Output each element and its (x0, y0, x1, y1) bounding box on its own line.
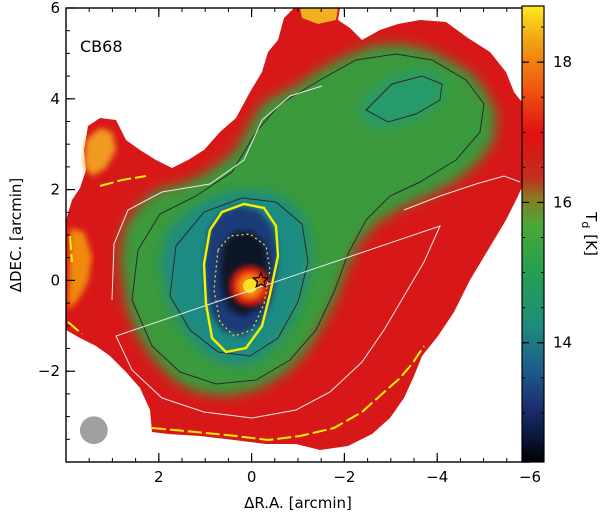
map-region-hot-left (68, 228, 92, 310)
colorbar-label-subscript: d (579, 221, 592, 228)
svg-text:Td[K]: Td [K] (579, 211, 600, 256)
y-tick-label: 6 (50, 0, 60, 17)
x-tick-label: −2 (333, 468, 355, 486)
contour-dark-level-2 (169, 197, 309, 357)
y-axis-ticks: −2 0 2 4 6 (38, 0, 75, 463)
x-axis-ticks: 2 0 −2 −4 −6 (65, 8, 541, 486)
contour-yellow-inner (213, 233, 271, 337)
colorbar-label: Td [K] (579, 211, 600, 256)
x-tick-label: 2 (154, 468, 164, 486)
y-tick-label: −2 (38, 362, 60, 380)
y-tick-label: 0 (50, 271, 60, 289)
temperature-map (66, 8, 530, 450)
field-name-annotation: CB68 (80, 37, 123, 56)
beam-size-circle (79, 416, 108, 445)
contour-dark-ridge (365, 75, 443, 123)
colorbar-label-unit: [K] (582, 234, 600, 256)
contour-yellow-left (67, 175, 147, 335)
colorbar-tick-label: 18 (553, 53, 572, 71)
x-tick-label: −6 (519, 468, 541, 486)
colorbar-label-symbol: T (582, 211, 600, 222)
contour-white-level (111, 85, 521, 419)
map-region-hot-upper-left (84, 128, 116, 176)
x-tick-label: 0 (247, 468, 257, 486)
contour-dark-level-1 (131, 53, 485, 385)
contour-yellow-bottom (151, 345, 425, 442)
colorbar-ticks: 14 16 18 (522, 26, 572, 449)
contour-yellow-outer (202, 202, 280, 354)
map-region-hot-top (300, 8, 338, 24)
y-tick-label: 4 (50, 90, 60, 108)
y-tick-label: 2 (50, 181, 60, 199)
colorbar-tick-label: 14 (553, 334, 572, 352)
source-star-marker (251, 270, 271, 289)
contours (67, 53, 521, 442)
colorbar-tick-label: 16 (553, 193, 572, 211)
colorbar (521, 5, 545, 463)
map-region-teal-ridge (360, 70, 446, 128)
x-tick-label: −4 (426, 468, 448, 486)
x-axis-title: ΔR.A. [arcmin] (244, 494, 352, 512)
y-axis-title: ΔDEC. [arcmin] (7, 178, 25, 293)
